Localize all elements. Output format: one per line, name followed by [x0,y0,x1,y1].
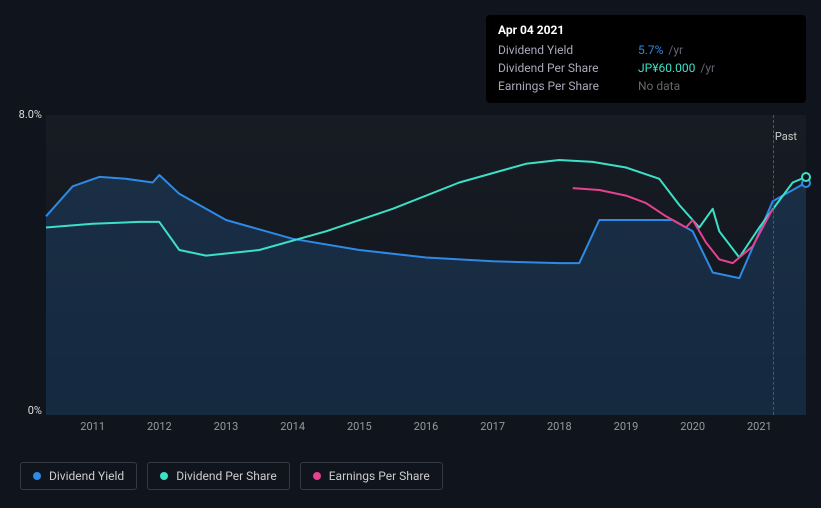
x-axis-tick: 2016 [414,420,439,433]
x-axis-tick: 2011 [80,420,105,433]
chart-tooltip: Apr 04 2021 Dividend Yield5.7% /yrDivide… [486,15,806,103]
y-axis-min: 0% [28,404,42,417]
tooltip-row: Dividend Yield5.7% /yr [498,41,794,59]
legend-item[interactable]: Earnings Per Share [300,462,443,490]
tooltip-date: Apr 04 2021 [498,23,794,37]
series-end-marker [801,172,811,182]
tooltip-row-value: No data [638,79,794,93]
x-axis-tick: 2017 [480,420,505,433]
chart-container: 8.0% 0% Past 2011 2012 2013 2014 2015 2016 201… [0,100,821,430]
chart-legend: Dividend Yield Dividend Per Share Earnings… [20,462,443,490]
legend-label: Dividend Per Share [176,469,277,483]
tooltip-row-label: Earnings Per Share [498,79,638,93]
tooltip-row-value: 5.7% /yr [638,43,794,57]
x-axis-tick: 2021 [747,420,772,433]
legend-item[interactable]: Dividend Yield [20,462,137,490]
x-axis-tick: 2012 [147,420,172,433]
legend-dot-icon [313,472,321,480]
legend-label: Dividend Yield [49,469,124,483]
x-axis-tick: 2014 [280,420,305,433]
legend-dot-icon [33,472,41,480]
tooltip-row: Dividend Per ShareJP¥60.000 /yr [498,59,794,77]
tooltip-row-suffix: /yr [697,61,715,75]
x-axis-tick: 2019 [614,420,639,433]
legend-label: Earnings Per Share [329,469,430,483]
legend-dot-icon [160,472,168,480]
tooltip-row-value: JP¥60.000 /yr [638,61,794,75]
series-fill [46,175,806,415]
x-axis-tick: 2018 [547,420,572,433]
tooltip-row: Earnings Per ShareNo data [498,77,794,95]
tooltip-row-label: Dividend Yield [498,43,638,57]
x-axis-tick: 2020 [680,420,705,433]
y-axis-max: 8.0% [19,108,42,121]
x-axis-tick: 2013 [214,420,239,433]
chart-svg [46,115,806,415]
crosshair-line [773,115,774,415]
tooltip-row-label: Dividend Per Share [498,61,638,75]
tooltip-row-suffix: /yr [665,43,683,57]
legend-item[interactable]: Dividend Per Share [147,462,290,490]
past-label: Past [775,130,797,143]
x-axis-tick: 2015 [347,420,372,433]
